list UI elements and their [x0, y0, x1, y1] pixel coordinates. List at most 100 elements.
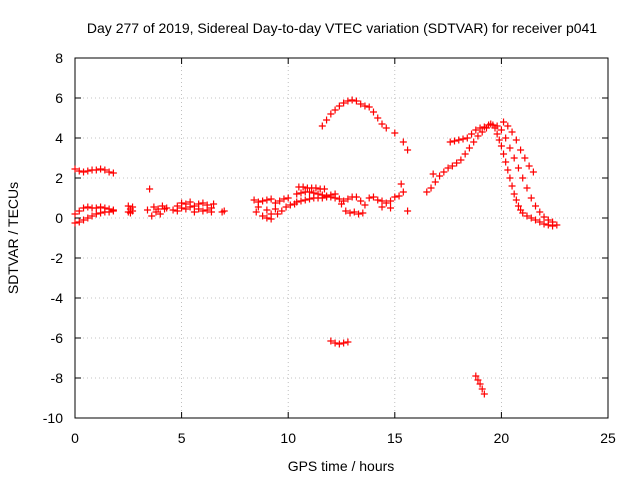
data-point: [472, 372, 480, 380]
data-point: [549, 218, 557, 226]
data-point: [480, 390, 488, 398]
series-rise-16.5-19.5: [423, 123, 490, 196]
x-tick-label: 20: [494, 430, 510, 446]
data-point: [195, 205, 203, 213]
data-point: [374, 196, 382, 204]
data-point: [75, 207, 83, 215]
series-block-8.5-10: [250, 194, 299, 223]
series-block-5-6.5: [169, 198, 218, 216]
data-point: [470, 138, 478, 146]
data-point: [525, 162, 533, 170]
data-point: [207, 208, 215, 216]
data-point: [143, 206, 151, 214]
data-point: [444, 164, 452, 172]
data-point: [199, 199, 207, 207]
data-point: [359, 209, 367, 217]
data-point: [263, 206, 271, 214]
data-point: [154, 205, 162, 213]
x-axis-label: GPS time / hours: [288, 458, 395, 474]
data-point: [506, 144, 514, 152]
data-point: [497, 126, 505, 134]
data-point: [357, 197, 365, 205]
data-point: [374, 114, 382, 122]
data-point: [105, 168, 113, 176]
data-point: [544, 216, 552, 224]
data-point: [71, 219, 79, 227]
data-point: [429, 170, 437, 178]
y-tick-label: -2: [51, 250, 64, 266]
data-point: [369, 108, 377, 116]
data-point: [169, 206, 177, 214]
data-point: [536, 208, 544, 216]
data-point: [361, 102, 369, 110]
data-point: [453, 159, 461, 167]
data-point: [105, 208, 113, 216]
data-point: [369, 193, 377, 201]
data-point: [350, 208, 358, 216]
data-point: [323, 116, 331, 124]
data-point: [521, 154, 529, 162]
data-point: [335, 102, 343, 110]
data-point: [514, 164, 522, 172]
y-tick-label: 4: [55, 130, 63, 146]
data-point: [306, 195, 314, 203]
data-point: [450, 137, 458, 145]
data-point: [465, 144, 473, 152]
data-point: [178, 204, 186, 212]
data-point: [493, 122, 501, 130]
y-tick-label: -10: [43, 410, 63, 426]
data-point: [519, 174, 527, 182]
data-point: [271, 205, 279, 213]
data-point: [474, 376, 482, 384]
data-point: [75, 218, 83, 226]
chart-title: Day 277 of 2019, Sidereal Day-to-day VTE…: [87, 20, 597, 36]
data-point: [327, 191, 335, 199]
data-point: [514, 202, 522, 210]
data-point: [312, 184, 320, 192]
data-point: [463, 134, 471, 142]
data-point: [357, 100, 365, 108]
data-point: [397, 180, 405, 188]
data-point: [301, 196, 309, 204]
data-point: [553, 221, 561, 229]
data-point: [508, 182, 516, 190]
data-point: [80, 204, 88, 212]
data-point: [387, 204, 395, 212]
data-point: [519, 209, 527, 217]
data-point: [527, 214, 535, 222]
data-point: [478, 385, 486, 393]
series-neg-12: [327, 337, 352, 348]
data-point: [71, 165, 79, 173]
data-point: [361, 201, 369, 209]
data-point: [502, 158, 510, 166]
data-point: [124, 202, 132, 210]
data-point: [342, 207, 350, 215]
x-tick-label: 10: [280, 430, 296, 446]
data-layer: [71, 96, 561, 398]
y-tick-label: 6: [55, 90, 63, 106]
data-point: [510, 190, 518, 198]
data-point: [352, 193, 360, 201]
series-band-12.5-15.5: [342, 180, 412, 218]
data-point: [109, 207, 117, 215]
data-point: [163, 204, 171, 212]
data-point: [436, 172, 444, 180]
data-point: [529, 168, 537, 176]
data-point: [378, 203, 386, 211]
data-point: [540, 213, 548, 221]
data-point: [508, 128, 516, 136]
data-point: [314, 190, 322, 198]
series-early-mid: [71, 203, 117, 218]
data-point: [182, 205, 190, 213]
data-point: [423, 188, 431, 196]
data-point: [480, 123, 488, 131]
data-point: [97, 165, 105, 173]
data-point: [506, 174, 514, 182]
data-point: [387, 197, 395, 205]
data-point: [274, 210, 282, 218]
data-point: [510, 154, 518, 162]
data-point: [340, 99, 348, 107]
data-point: [156, 210, 164, 218]
series-cluster-2.6: [124, 202, 137, 217]
data-point: [267, 195, 275, 203]
